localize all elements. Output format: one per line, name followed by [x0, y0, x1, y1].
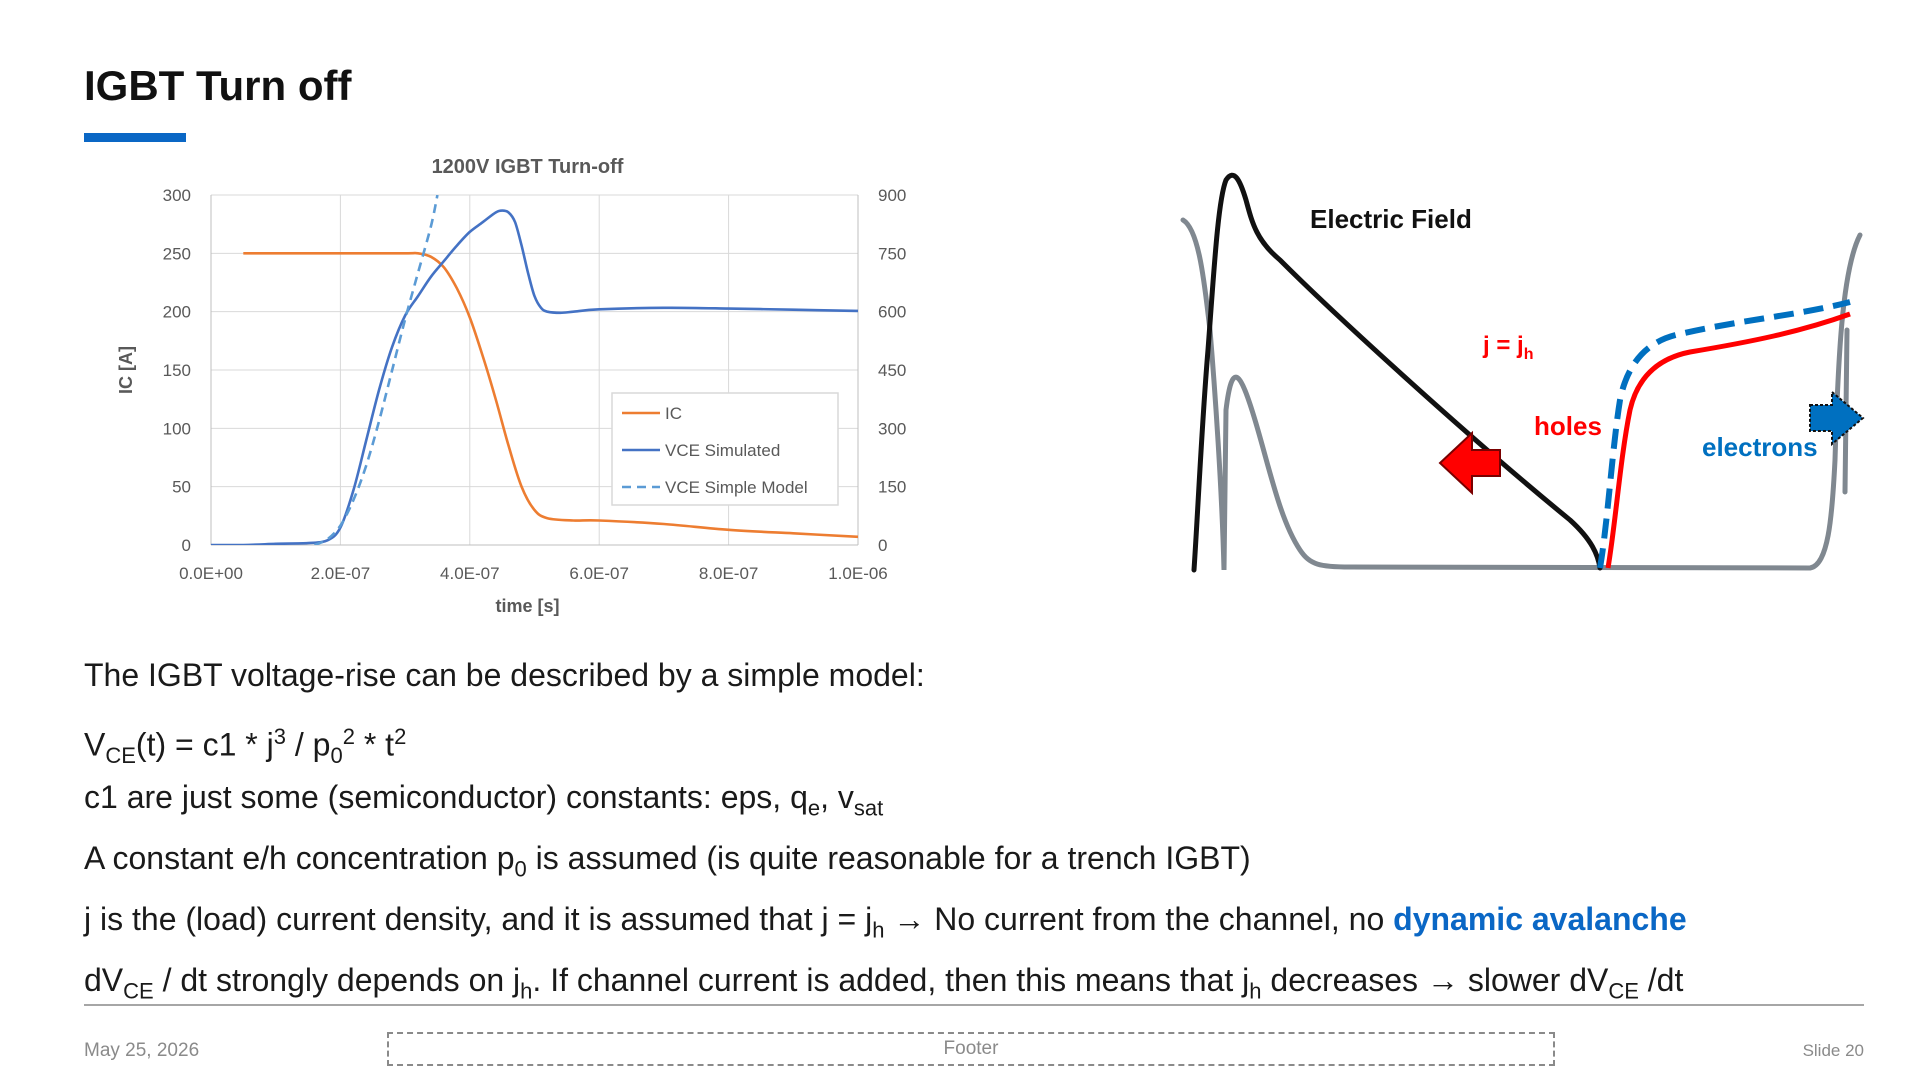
text-line-6: dVCE / dt strongly depends on jh. If cha…	[84, 950, 1864, 1011]
x-axis-label: time [s]	[495, 596, 559, 616]
supscript-text: 3	[273, 724, 286, 749]
text-run: / p	[285, 726, 331, 763]
y2-tick-label: 750	[878, 244, 906, 263]
footer-date: May 25, 2026	[84, 1040, 200, 1061]
y2-tick-label: 450	[878, 361, 906, 380]
footer-divider	[84, 1004, 1864, 1006]
subscript-text: CE	[1608, 978, 1639, 1004]
text-line-2: VCE(t) = c1 * j3 / p02 * t2	[84, 706, 1864, 769]
legend-label: IC	[665, 404, 682, 423]
y2-tick-label: 900	[878, 186, 906, 205]
subscript-text: 0	[330, 743, 343, 769]
text-run: The IGBT voltage-rise can be described b…	[84, 657, 925, 693]
series-line-2	[211, 209, 858, 545]
current-density-label: j = jh	[1482, 332, 1533, 363]
chart-title: 1200V IGBT Turn-off	[432, 156, 624, 178]
text-line-4: A constant e/h concentration p0 is assum…	[84, 828, 1864, 889]
x-tick-label: 6.0E-07	[569, 564, 629, 583]
text-run: , v	[820, 779, 854, 815]
subscript-text: CE	[105, 743, 136, 769]
subscript-text: 0	[514, 856, 527, 882]
y2-tick-label: 300	[878, 419, 906, 438]
subscript-text: CE	[123, 978, 154, 1004]
electrons-label: electrons	[1702, 432, 1818, 462]
text-run: / dt strongly depends on j	[153, 962, 521, 998]
subscript-text: h	[1249, 978, 1262, 1004]
body-text: The IGBT voltage-rise can be described b…	[84, 645, 1864, 1011]
turn-off-chart: 0.0E+00 2.0E-07 4.0E-07 6.0E-07 8.0E-07 1.0E-…	[116, 156, 906, 616]
x-tick-label: 0.0E+00	[179, 564, 243, 583]
legend-label: VCE Simple Model	[665, 478, 808, 497]
x-tick-label: 1.0E-06	[828, 564, 888, 583]
text-run: . If channel current is added, then this…	[532, 962, 1250, 998]
y-tick-label: 50	[172, 478, 191, 497]
holes-label: holes	[1534, 411, 1602, 441]
text-run: c1 are just some (semiconductor) constan…	[84, 779, 808, 815]
carrier-curves	[1180, 217, 1863, 571]
y-tick-label: 0	[182, 536, 191, 555]
y2-tick-label: 150	[878, 478, 906, 497]
text-run: decreases → slower dV	[1261, 962, 1609, 998]
text-run: is assumed (is quite reasonable for a tr…	[526, 840, 1251, 876]
highlight-text: dynamic avalanche	[1393, 901, 1687, 937]
footer-placeholder: Footer	[387, 1032, 1555, 1066]
text-run: * t	[354, 726, 395, 763]
subscript-text: e	[807, 795, 821, 821]
y-tick-label: 250	[163, 244, 191, 263]
text-run: V	[84, 726, 106, 763]
electric-field-curve	[1191, 172, 1603, 573]
subscript-text: sat	[853, 795, 884, 821]
text-run: (t) = c1 * j	[135, 726, 274, 763]
slide-number: Slide 20	[1802, 1041, 1864, 1060]
series-line-1	[243, 251, 858, 539]
holes-curve	[1605, 311, 1851, 569]
supscript-text: 2	[394, 724, 407, 749]
text-run: dV	[84, 962, 124, 998]
carrier-curve-left	[1180, 217, 1353, 571]
x-tick-label: 2.0E-07	[311, 564, 371, 583]
carrier-curve-bottom	[1347, 564, 1813, 571]
text-run: j is the (load) current density, and it …	[84, 901, 873, 937]
y-tick-label: 200	[163, 303, 191, 322]
y-axis-label: IC [A]	[116, 346, 136, 394]
text-run: /dt	[1638, 962, 1684, 998]
x-tick-label: 4.0E-07	[440, 564, 500, 583]
x-tick-label: 8.0E-07	[699, 564, 759, 583]
subscript-text: h	[872, 917, 885, 943]
text-line-1: The IGBT voltage-rise can be described b…	[84, 645, 1864, 706]
y2-tick-label: 600	[878, 303, 906, 322]
text-run: A constant e/h concentration p	[84, 840, 515, 876]
text-line-5: j is the (load) current density, and it …	[84, 889, 1864, 950]
subscript-text: h	[520, 978, 533, 1004]
holes-arrow	[1438, 430, 1501, 496]
electric-field-label: Electric Field	[1310, 204, 1472, 234]
text-line-3: c1 are just some (semiconductor) constan…	[84, 767, 1864, 828]
y-tick-label: 150	[163, 361, 191, 380]
legend-label: VCE Simulated	[665, 441, 780, 460]
y-tick-label: 300	[163, 186, 191, 205]
field-diagram: Electric Field j = jh holes electrons	[1180, 172, 1865, 573]
supscript-text: 2	[342, 724, 355, 749]
y-tick-label: 100	[163, 419, 191, 438]
text-run: → No current from the channel, no	[884, 901, 1394, 937]
slide-title: IGBT Turn off	[84, 62, 352, 109]
electrons-dashed-curve	[1597, 299, 1851, 569]
title-accent-bar	[84, 133, 186, 142]
y2-tick-label: 0	[878, 536, 887, 555]
electrons-arrow	[1809, 389, 1865, 447]
